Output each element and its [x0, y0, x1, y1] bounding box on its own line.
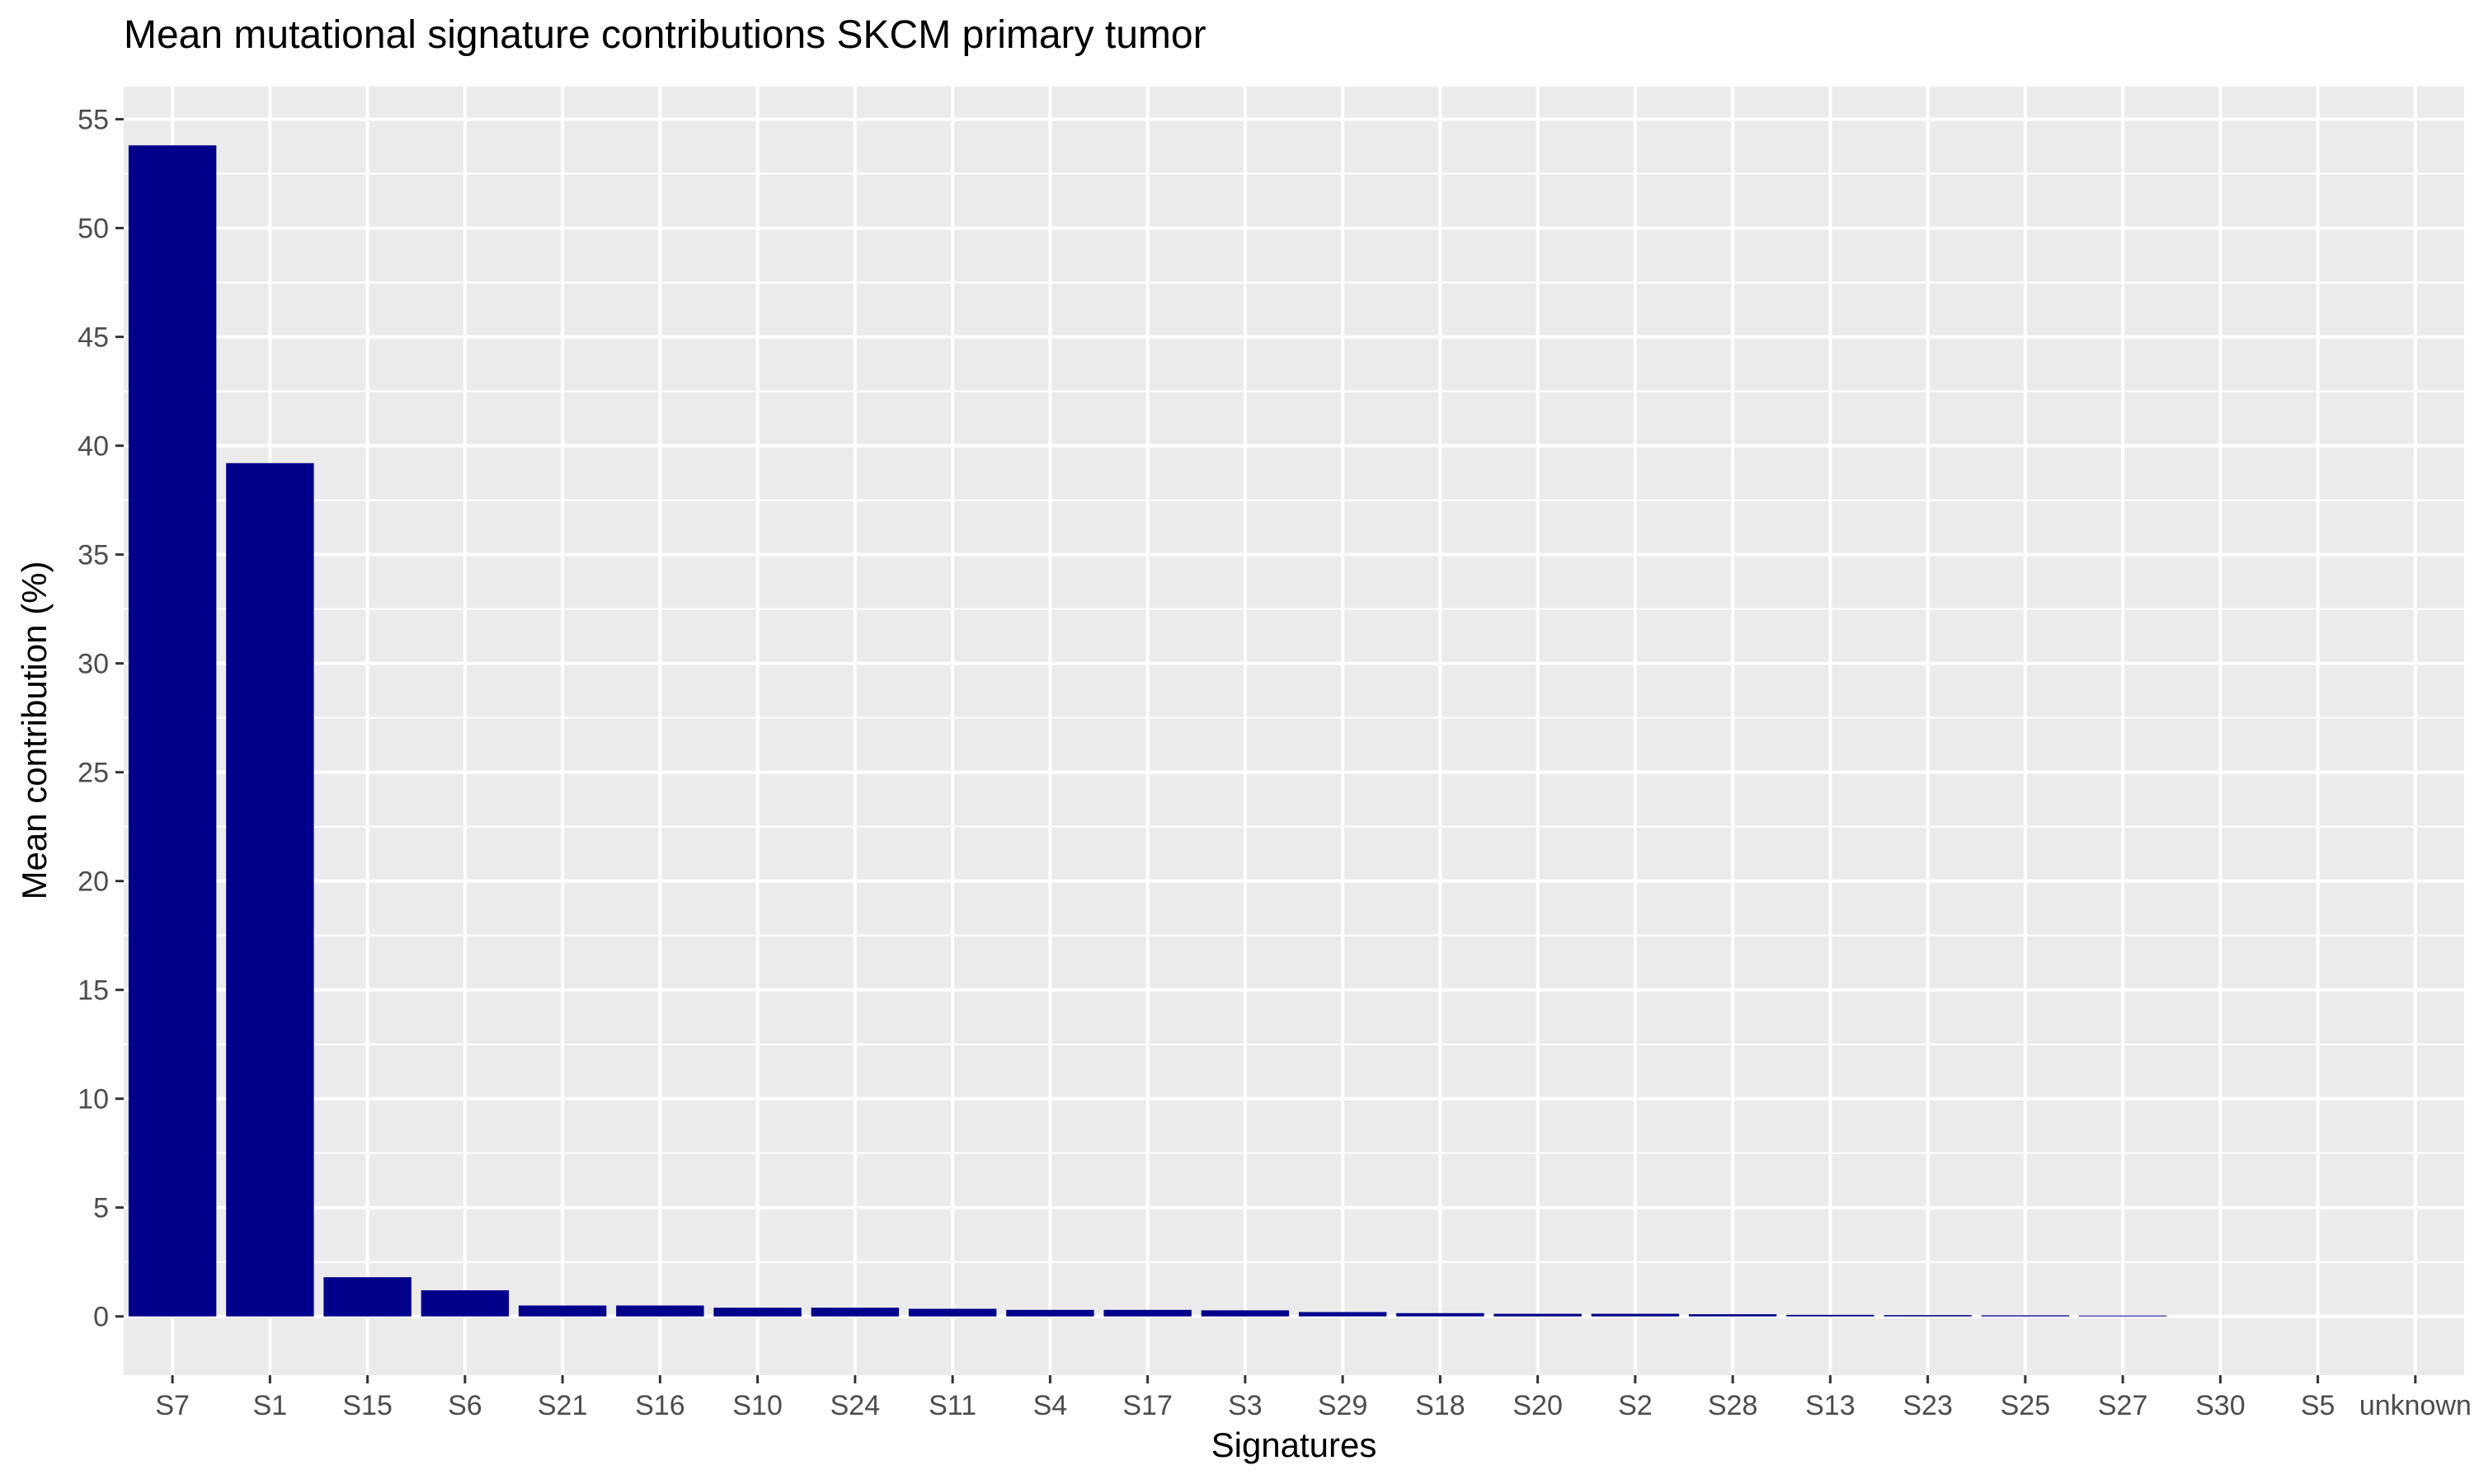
y-tick-label: 25	[78, 758, 109, 789]
bar-S27	[2078, 1315, 2167, 1317]
x-tick-label: S5	[2301, 1390, 2335, 1421]
y-tick-label: 30	[78, 649, 109, 680]
x-tick-label: S11	[929, 1390, 976, 1421]
x-tick-label: S1	[253, 1390, 288, 1421]
y-axis: 0 5 10 15 20 25 30 35 40 45 50 55	[78, 105, 124, 1333]
bar-S13	[1786, 1314, 1874, 1317]
x-tick-label: S15	[342, 1390, 393, 1421]
x-tick-label: S24	[830, 1390, 881, 1421]
x-tick-label: S30	[2195, 1390, 2246, 1421]
y-tick-label: 35	[78, 540, 109, 571]
x-axis: S7 S1 S15 S6 S21 S16 S10 S24 S11 S4 S17 S3 S29 S18 S20…	[155, 1375, 2472, 1421]
x-tick-label: S10	[732, 1390, 783, 1421]
y-tick-label: 55	[78, 105, 109, 136]
bar-S16	[616, 1305, 704, 1317]
bars	[128, 145, 2167, 1317]
bar-S6	[421, 1290, 510, 1317]
bar-S23	[1884, 1315, 1972, 1317]
y-axis-title: Mean contribution (%)	[15, 561, 54, 900]
x-tick-label: S23	[1903, 1390, 1953, 1421]
bar-S1	[226, 463, 314, 1317]
x-tick-label: S27	[2098, 1390, 2148, 1421]
bar-S17	[1103, 1309, 1192, 1317]
y-tick-label: 15	[78, 975, 109, 1007]
x-tick-label: S18	[1415, 1390, 1465, 1421]
y-tick-label: 5	[93, 1193, 109, 1224]
x-tick-label: unknown	[2359, 1390, 2472, 1421]
x-axis-title: Signatures	[1211, 1425, 1377, 1464]
gridlines	[124, 87, 2464, 1375]
x-tick-label: S16	[635, 1390, 685, 1421]
y-tick-label: 40	[78, 431, 109, 463]
x-tick-label: S25	[2001, 1390, 2051, 1421]
bar-S3	[1201, 1310, 1290, 1317]
y-tick-label: 0	[93, 1302, 109, 1333]
bar-S4	[1006, 1309, 1094, 1317]
y-tick-label: 50	[78, 214, 109, 245]
plot-panel	[124, 87, 2464, 1375]
y-tick-label: 20	[78, 866, 109, 898]
x-tick-label: S3	[1228, 1390, 1263, 1421]
bar-S28	[1688, 1314, 1777, 1317]
y-tick-label: 10	[78, 1084, 109, 1115]
bar-S2	[1591, 1313, 1680, 1317]
bar-S21	[518, 1305, 607, 1317]
x-tick-label: S13	[1805, 1390, 1856, 1421]
x-tick-label: S29	[1318, 1390, 1368, 1421]
bar-S11	[908, 1308, 997, 1317]
x-tick-label: S20	[1512, 1390, 1563, 1421]
bar-S18	[1396, 1313, 1484, 1317]
x-tick-label: S7	[155, 1390, 190, 1421]
bar-S20	[1493, 1313, 1582, 1317]
x-tick-label: S6	[448, 1390, 482, 1421]
x-tick-label: S21	[538, 1390, 588, 1421]
x-tick-label: S2	[1618, 1390, 1653, 1421]
chart-title: Mean mutational signature contributions …	[124, 13, 1206, 57]
y-tick-label: 45	[78, 322, 109, 354]
bar-S10	[713, 1308, 802, 1317]
bar-S29	[1298, 1312, 1387, 1317]
bar-S24	[811, 1308, 900, 1317]
bar-S25	[1981, 1315, 2070, 1317]
bar-S7	[128, 145, 217, 1317]
x-tick-label: S28	[1708, 1390, 1758, 1421]
x-tick-label: S17	[1122, 1390, 1173, 1421]
bar-S15	[323, 1277, 412, 1317]
x-tick-label: S4	[1033, 1390, 1068, 1421]
